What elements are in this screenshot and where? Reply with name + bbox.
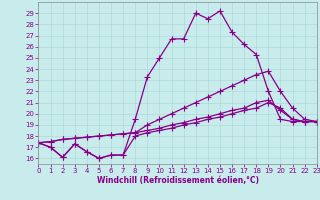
X-axis label: Windchill (Refroidissement éolien,°C): Windchill (Refroidissement éolien,°C) [97, 176, 259, 185]
